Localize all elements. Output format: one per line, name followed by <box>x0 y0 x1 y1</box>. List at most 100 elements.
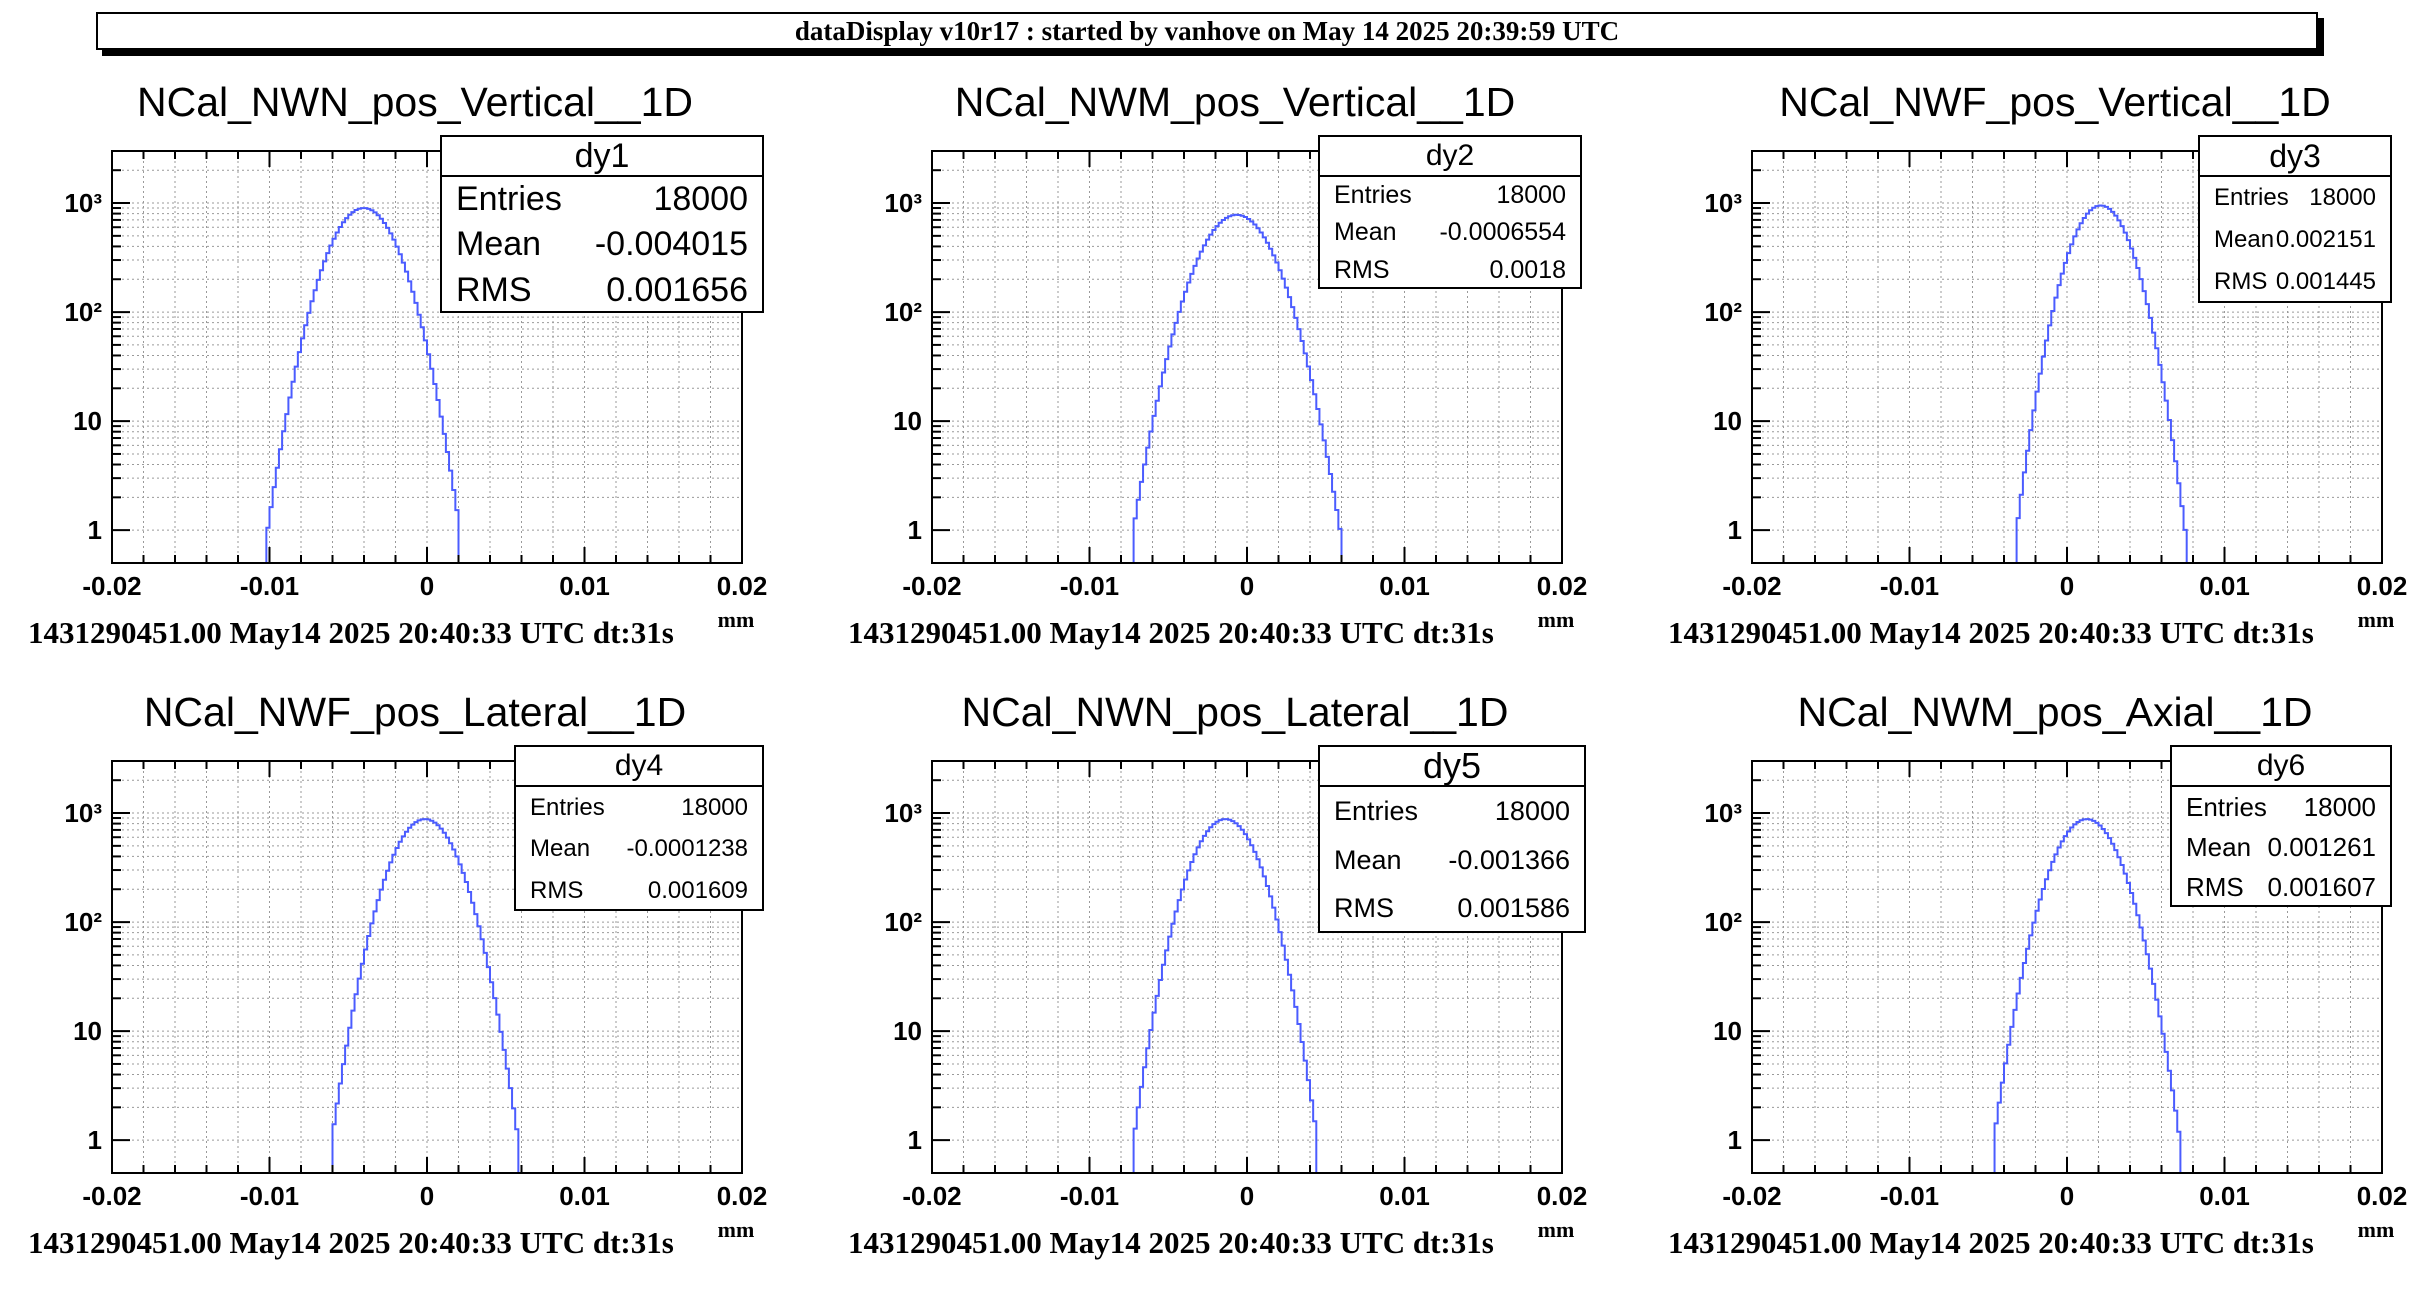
stats-label: Mean <box>456 225 542 264</box>
stats-name: dy2 <box>1320 137 1580 177</box>
stats-name: dy4 <box>516 747 762 787</box>
stats-value: 0.001586 <box>1457 893 1570 924</box>
grid <box>111 760 743 1173</box>
x-tick-label: 0 <box>2060 571 2074 601</box>
histogram-panel: NCal_NWM_pos_Axial__1D -0.02 -0.01 0 0.01 0.0… <box>1640 685 2418 1295</box>
stats-value: -0.004015 <box>594 225 748 264</box>
stats-value: -0.0006554 <box>1439 218 1566 247</box>
stats-value: 18000 <box>681 794 748 821</box>
panel-title: NCal_NWF_pos_Lateral__1D <box>143 689 687 735</box>
histogram-series <box>1132 213 1343 563</box>
x-tick-label: 0 <box>420 1181 434 1211</box>
histogram-series <box>331 818 520 1173</box>
stats-label: Mean <box>1334 844 1402 875</box>
stats-box: dy5 Entries 18000 Mean -0.001366 RMS 0.001586 <box>1318 745 1586 933</box>
x-tick-label: -0.01 <box>240 1181 299 1211</box>
y-tick-label: 10³ <box>1704 188 1742 218</box>
x-axis-label: mm <box>1538 1217 1575 1242</box>
x-tick-label: 0.02 <box>2357 571 2408 601</box>
y-tick-label: 1 <box>88 1125 102 1155</box>
y-axis-ticks <box>112 150 130 532</box>
x-axis-label: mm <box>2358 1217 2395 1242</box>
y-tick-label: 10² <box>1704 907 1742 937</box>
histogram-series <box>1993 818 2182 1173</box>
stats-row-mean: Mean 0.002151 <box>2200 219 2390 261</box>
x-tick-label: 0 <box>420 571 434 601</box>
y-axis-ticks <box>112 760 130 1142</box>
panel-footer: 1431290451.00 May14 2025 20:40:33 UTC dt… <box>1668 615 2314 650</box>
stats-row-rms: RMS 0.001607 <box>2172 867 2390 907</box>
y-tick-label: 10³ <box>884 188 922 218</box>
y-axis-ticks <box>932 760 950 1142</box>
y-tick-label: 10 <box>73 1016 102 1046</box>
stats-value: 0.001445 <box>2275 268 2376 295</box>
stats-label: RMS <box>456 270 532 309</box>
histogram-series <box>1132 818 1318 1173</box>
y-axis-ticks <box>1752 760 1770 1142</box>
stats-label: RMS <box>1334 255 1390 284</box>
stats-row-rms: RMS 0.001656 <box>442 268 762 313</box>
stats-box: dy6 Entries 18000 Mean 0.001261 RMS 0.001607 <box>2170 745 2392 907</box>
stats-row-rms: RMS 0.001445 <box>2200 261 2390 303</box>
stats-label: Entries <box>1334 181 1412 209</box>
y-tick-label: 10² <box>64 297 102 327</box>
stats-value: 0.0018 <box>1489 255 1566 284</box>
stats-box: dy4 Entries 18000 Mean -0.0001238 RMS 0.001609 <box>514 745 764 911</box>
stats-label: Entries <box>456 180 562 218</box>
stats-row-mean: Mean -0.001366 <box>1320 836 1584 885</box>
histogram-panel: NCal_NWF_pos_Lateral__1D -0.02 -0.01 0 0.01 0… <box>0 685 820 1295</box>
histogram-panel: NCal_NWN_pos_Lateral__1D -0.02 -0.01 0 0.01 0… <box>820 685 1640 1295</box>
x-tick-label: -0.01 <box>240 571 299 601</box>
stats-value: 0.001609 <box>647 876 748 904</box>
stats-value: 18000 <box>2303 792 2376 822</box>
stats-label: Entries <box>530 794 605 821</box>
stats-row-mean: Mean -0.004015 <box>442 222 762 267</box>
stats-box: dy1 Entries 18000 Mean -0.004015 RMS 0.001656 <box>440 135 764 313</box>
stats-name: dy3 <box>2200 137 2390 177</box>
grid <box>1751 760 2383 1173</box>
y-tick-label: 10² <box>64 907 102 937</box>
x-tick-label: 0.01 <box>559 571 610 601</box>
stats-row-entries: Entries 18000 <box>442 177 762 222</box>
panel-title: NCal_NWN_pos_Lateral__1D <box>961 689 1509 735</box>
y-tick-label: 10² <box>884 907 922 937</box>
stats-row-rms: RMS 0.001586 <box>1320 884 1584 933</box>
x-axis-ticks <box>931 761 1563 1173</box>
y-tick-label: 10² <box>884 297 922 327</box>
histogram-panel: NCal_NWN_pos_Vertical__1D -0.02 -0.01 0 0.01… <box>0 75 820 685</box>
y-tick-label: 10³ <box>1704 798 1742 828</box>
stats-label: Mean <box>530 835 591 863</box>
y-tick-label: 10³ <box>884 798 922 828</box>
y-tick-label: 10 <box>1713 1016 1742 1046</box>
y-tick-label: 10³ <box>64 188 102 218</box>
x-axis-label: mm <box>718 1217 755 1242</box>
x-tick-label: 0.01 <box>1379 571 1430 601</box>
histogram-panel: NCal_NWF_pos_Vertical__1D -0.02 -0.01 0 0.01… <box>1640 75 2418 685</box>
x-tick-label: -0.02 <box>82 571 141 601</box>
x-axis-label: mm <box>2358 607 2395 632</box>
histogram-plot: -0.02 -0.01 0 0.01 0.02 mm 1 10 10² 10³ <box>1704 760 2407 1242</box>
x-tick-label: 0 <box>2060 1181 2074 1211</box>
y-tick-label: 1 <box>1728 515 1742 545</box>
x-tick-label: -0.01 <box>1880 571 1939 601</box>
x-tick-label: 0.02 <box>717 1181 768 1211</box>
stats-label: Mean <box>2214 226 2275 253</box>
panel-footer: 1431290451.00 May14 2025 20:40:33 UTC dt… <box>28 615 674 650</box>
stats-row-rms: RMS 0.001609 <box>516 870 762 911</box>
x-tick-label: 0.02 <box>717 571 768 601</box>
stats-value: -0.0001238 <box>626 835 748 863</box>
y-tick-label: 1 <box>1728 1125 1742 1155</box>
y-tick-label: 10 <box>893 406 922 436</box>
x-tick-label: -0.01 <box>1060 1181 1119 1211</box>
banner-title: dataDisplay v10r17 : started by vanhove … <box>96 12 2318 50</box>
stats-value: 0.001656 <box>606 270 748 309</box>
stats-row-mean: Mean -0.0001238 <box>516 828 762 869</box>
stats-name: dy5 <box>1320 747 1584 787</box>
panel-title: NCal_NWM_pos_Vertical__1D <box>954 79 1516 125</box>
y-tick-label: 1 <box>908 1125 922 1155</box>
y-axis-ticks <box>932 150 950 532</box>
y-tick-label: 1 <box>908 515 922 545</box>
panel-title: NCal_NWF_pos_Vertical__1D <box>1779 79 2331 125</box>
stats-value: 18000 <box>653 180 748 218</box>
stats-value: 0.002151 <box>2275 226 2376 253</box>
